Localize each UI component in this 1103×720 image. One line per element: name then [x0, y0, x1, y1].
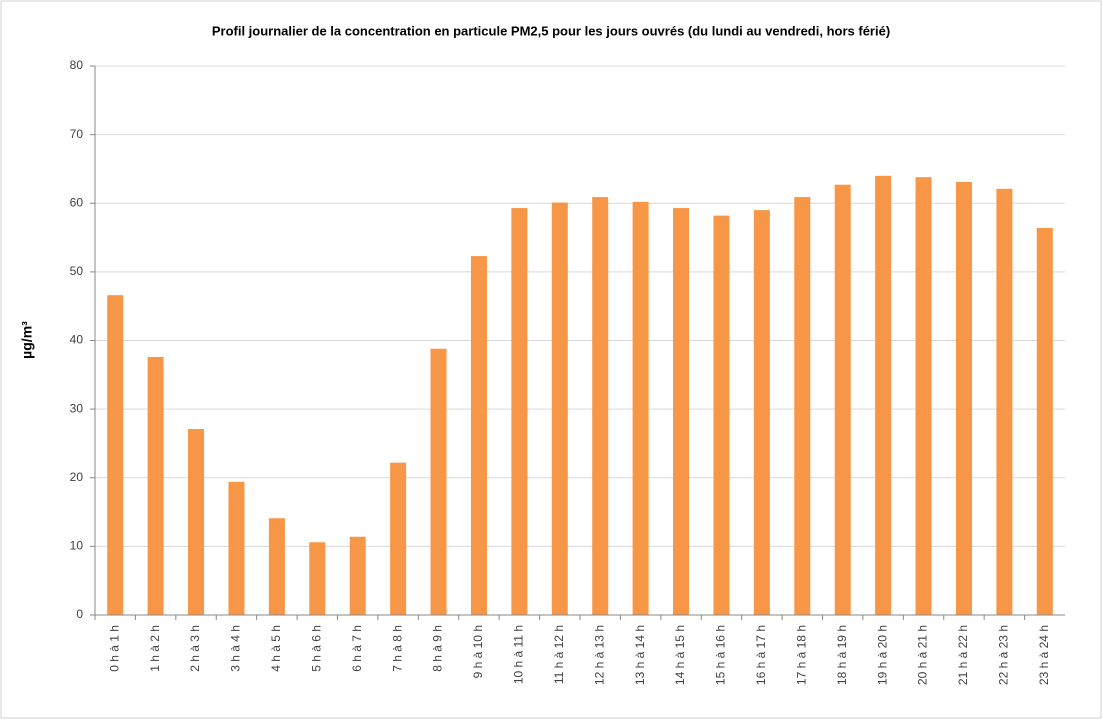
x-tick-label: 13 h à 14 h — [633, 625, 647, 685]
x-tick-label: 6 h à 7 h — [350, 625, 364, 672]
bar — [430, 348, 447, 615]
bar — [753, 210, 770, 616]
bar — [713, 215, 730, 616]
y-tick-label: 30 — [70, 401, 84, 415]
x-tick-label: 10 h à 11 h — [512, 625, 526, 684]
bar — [955, 181, 972, 615]
x-tick-label: 16 h à 17 h — [754, 625, 768, 685]
bar — [834, 184, 851, 615]
bar — [349, 536, 366, 615]
x-tick-label: 8 h à 9 h — [431, 625, 445, 672]
x-tick-label: 22 h à 23 h — [997, 625, 1011, 685]
bar — [632, 201, 649, 615]
bar — [107, 295, 124, 615]
bar — [188, 429, 205, 615]
y-tick-label: 0 — [76, 607, 83, 621]
x-tick-label: 14 h à 15 h — [673, 625, 687, 685]
bar — [673, 208, 690, 615]
bar — [794, 197, 811, 616]
x-tick-label: 12 h à 13 h — [592, 625, 606, 685]
x-tick-label: 3 h à 4 h — [229, 625, 243, 672]
x-tick-label: 20 h à 21 h — [916, 625, 930, 685]
x-tick-label: 17 h à 18 h — [794, 625, 808, 685]
bar — [875, 175, 892, 616]
y-tick-label: 70 — [70, 127, 84, 141]
bar — [268, 518, 285, 615]
y-tick-label: 10 — [70, 539, 84, 553]
x-tick-label: 23 h à 24 h — [1037, 625, 1051, 685]
bar — [309, 542, 326, 615]
y-axis-label: µg/m³ — [19, 321, 35, 359]
chart-title: Profil journalier de la concentration en… — [212, 23, 890, 38]
x-tick-label: 18 h à 19 h — [835, 625, 849, 685]
bar — [551, 202, 568, 615]
bar — [228, 481, 245, 615]
bar — [147, 356, 164, 615]
y-tick-label: 80 — [70, 58, 84, 72]
y-tick-label: 60 — [70, 195, 84, 209]
y-tick-label: 20 — [70, 470, 84, 484]
x-tick-label: 1 h à 2 h — [148, 625, 162, 672]
x-tick-label: 9 h à 10 h — [471, 625, 485, 678]
y-tick-label: 40 — [70, 333, 84, 347]
y-tick-label: 50 — [70, 264, 84, 278]
x-tick-label: 4 h à 5 h — [269, 625, 283, 672]
x-tick-label: 2 h à 3 h — [188, 625, 202, 672]
bar — [996, 188, 1013, 615]
x-tick-label: 15 h à 16 h — [714, 625, 728, 685]
x-tick-label: 19 h à 20 h — [875, 625, 889, 685]
x-tick-label: 11 h à 12 h — [552, 625, 566, 684]
x-tick-label: 5 h à 6 h — [309, 625, 323, 672]
bar — [592, 197, 609, 616]
bar — [470, 256, 487, 615]
bar — [915, 177, 932, 616]
x-tick-label: 21 h à 22 h — [956, 625, 970, 685]
x-tick-label: 7 h à 8 h — [390, 625, 404, 672]
bar — [511, 208, 528, 615]
bar — [1036, 227, 1053, 615]
x-tick-label: 0 h à 1 h — [107, 625, 121, 672]
bar — [390, 462, 407, 615]
